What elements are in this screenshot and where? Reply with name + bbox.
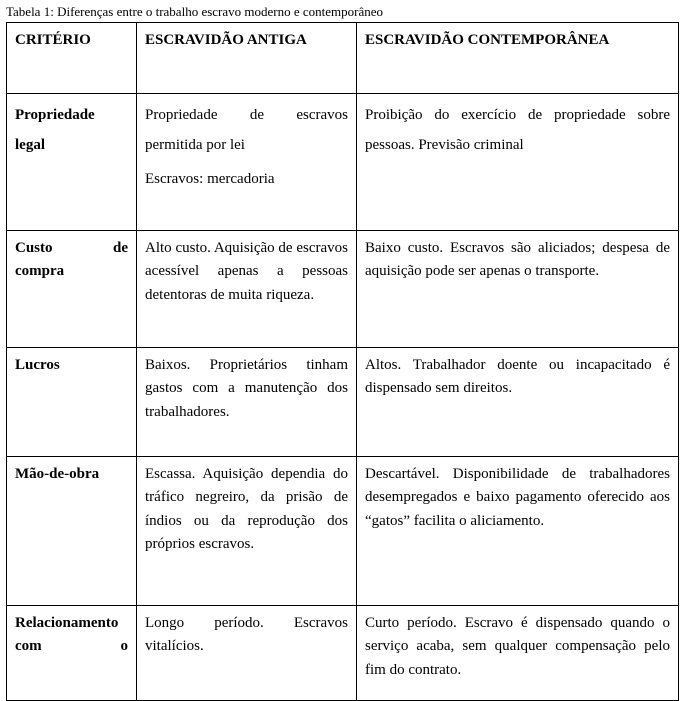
header-contemporanea: ESCRAVIDÃO CONTEMPORÂNEA xyxy=(357,23,679,94)
table-header-row: CRITÉRIO ESCRAVIDÃO ANTIGA ESCRAVIDÃO CO… xyxy=(7,23,679,94)
cell-contemporanea: Altos. Trabalhador doente ou incapacitad… xyxy=(357,348,679,457)
table-row: Propriedade legal Propriedade de escravo… xyxy=(7,94,679,231)
criterio-word: Custo xyxy=(15,237,53,260)
cell-antiga: Alto custo. Aquisição de escravos acessí… xyxy=(137,231,357,348)
cell-criterio: Custo de compra xyxy=(7,231,137,348)
criterio-line: compra xyxy=(15,260,128,283)
cell-antiga: Baixos. Proprietários tinham gastos com … xyxy=(137,348,357,457)
header-antiga: ESCRAVIDÃO ANTIGA xyxy=(137,23,357,94)
table-row: Lucros Baixos. Proprietários tinham gast… xyxy=(7,348,679,457)
cell-criterio: Mão-de-obra xyxy=(7,457,137,606)
cell-antiga: Propriedade de escravos permitida por le… xyxy=(137,94,357,231)
table-caption: Tabela 1: Diferenças entre o trabalho es… xyxy=(0,0,686,22)
cell-text: Escravos: mercadoria xyxy=(145,164,348,194)
cell-contemporanea: Proibição do exercício de propriedade so… xyxy=(357,94,679,231)
table-row: Relacionamento com o Longo período. Escr… xyxy=(7,606,679,701)
cell-criterio: Propriedade legal xyxy=(7,94,137,231)
criterio-line: Relacionamento xyxy=(15,612,128,635)
criterio-line: com o xyxy=(15,635,128,658)
header-criterio: CRITÉRIO xyxy=(7,23,137,94)
criterio-word: o xyxy=(121,635,129,658)
cell-antiga: Longo período. Escravos vitalícios. xyxy=(137,606,357,701)
cell-criterio: Relacionamento com o xyxy=(7,606,137,701)
comparison-table: CRITÉRIO ESCRAVIDÃO ANTIGA ESCRAVIDÃO CO… xyxy=(6,22,679,701)
table-row: Custo de compra Alto custo. Aquisição de… xyxy=(7,231,679,348)
cell-criterio: Lucros xyxy=(7,348,137,457)
criterio-line: Custo de xyxy=(15,237,128,260)
criterio-line: legal xyxy=(15,130,128,160)
criterio-word: de xyxy=(113,237,128,260)
table-row: Mão-de-obra Escassa. Aquisição dependia … xyxy=(7,457,679,606)
criterio-word: com xyxy=(15,635,42,658)
cell-antiga: Escassa. Aquisição dependia do tráfico n… xyxy=(137,457,357,606)
criterio-line: Propriedade xyxy=(15,100,128,130)
cell-text: Propriedade de escravos permitida por le… xyxy=(145,100,348,160)
cell-contemporanea: Baixo custo. Escravos são aliciados; des… xyxy=(357,231,679,348)
cell-contemporanea: Curto período. Escravo é dispensado quan… xyxy=(357,606,679,701)
cell-contemporanea: Descartável. Disponibilidade de trabalha… xyxy=(357,457,679,606)
